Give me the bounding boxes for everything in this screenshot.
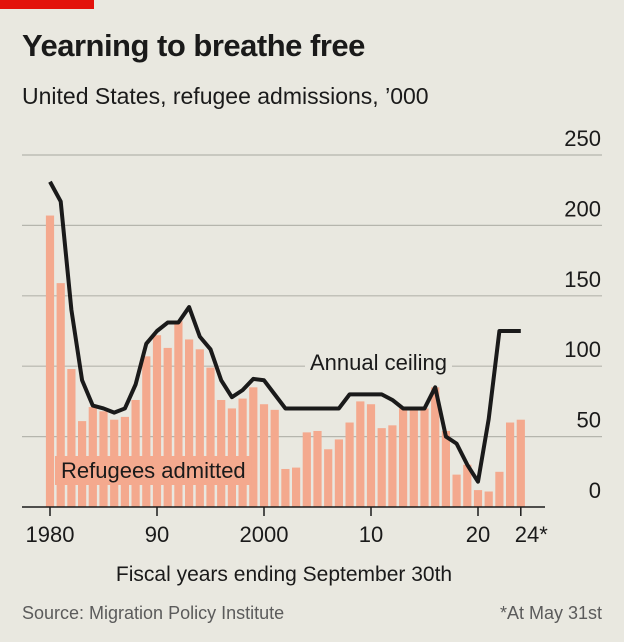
x-tick-label: 10 xyxy=(359,522,383,547)
bar xyxy=(217,399,226,507)
bar xyxy=(409,408,418,507)
bar xyxy=(420,408,429,507)
x-ticks: 1980 90 2000 10 20 24* xyxy=(26,507,548,547)
bar xyxy=(195,349,204,507)
bar xyxy=(174,321,183,507)
bar xyxy=(484,491,493,507)
bar xyxy=(302,432,311,507)
source-note: Source: Migration Policy Institute xyxy=(22,603,285,623)
x-tick-label: 1980 xyxy=(26,522,75,547)
bar xyxy=(206,367,215,507)
bar xyxy=(152,335,162,507)
bar xyxy=(185,339,194,507)
bar xyxy=(131,399,140,507)
bar xyxy=(345,422,354,507)
y-tick-label: 50 xyxy=(577,408,601,433)
bar xyxy=(506,422,515,507)
y-tick-label: 250 xyxy=(564,126,601,151)
line-series-label: Annual ceiling xyxy=(310,350,447,375)
x-tick-label: 90 xyxy=(145,522,169,547)
bar xyxy=(388,425,397,507)
bar xyxy=(270,409,279,507)
bar xyxy=(238,398,247,507)
footnote: *At May 31st xyxy=(499,603,602,623)
bar xyxy=(377,428,386,507)
bar xyxy=(292,467,301,507)
bar xyxy=(473,490,483,507)
ceiling-line xyxy=(48,180,521,484)
x-tick-label: 20 xyxy=(466,522,490,547)
x-tick-label: 24* xyxy=(515,522,548,547)
y-tick-label: 200 xyxy=(564,196,601,221)
gridlines xyxy=(22,154,602,438)
bar xyxy=(463,464,472,507)
chart-subtitle: United States, refugee admissions, ’000 xyxy=(22,83,429,109)
bar xyxy=(259,404,269,507)
brand-tag xyxy=(0,0,94,9)
chart-title: Yearning to breathe free xyxy=(22,28,365,63)
bar xyxy=(495,471,504,507)
x-tick-label: 2000 xyxy=(240,522,289,547)
bar-label-background xyxy=(55,456,252,485)
bar xyxy=(67,369,76,507)
line-label-background xyxy=(305,347,452,378)
bar xyxy=(431,387,440,507)
bar xyxy=(399,408,408,507)
bar xyxy=(249,387,258,507)
y-tick-label: 0 xyxy=(589,478,601,503)
bar xyxy=(313,430,322,507)
bar xyxy=(142,356,151,507)
bar xyxy=(163,347,172,507)
bar xyxy=(281,468,290,507)
bar xyxy=(366,404,376,507)
bar xyxy=(356,401,365,507)
bar xyxy=(45,215,55,508)
bar-series-label: Refugees admitted xyxy=(61,458,246,483)
bar xyxy=(516,419,525,507)
bar xyxy=(334,439,343,507)
x-axis-title: Fiscal years ending September 30th xyxy=(115,563,453,586)
y-tick-label: 100 xyxy=(564,337,601,362)
bar xyxy=(441,430,450,507)
bar xyxy=(324,449,333,507)
bar xyxy=(452,474,461,507)
y-tick-labels: 0 50 100 150 200 250 xyxy=(564,126,601,503)
y-tick-label: 150 xyxy=(564,267,601,292)
bar xyxy=(56,283,65,507)
